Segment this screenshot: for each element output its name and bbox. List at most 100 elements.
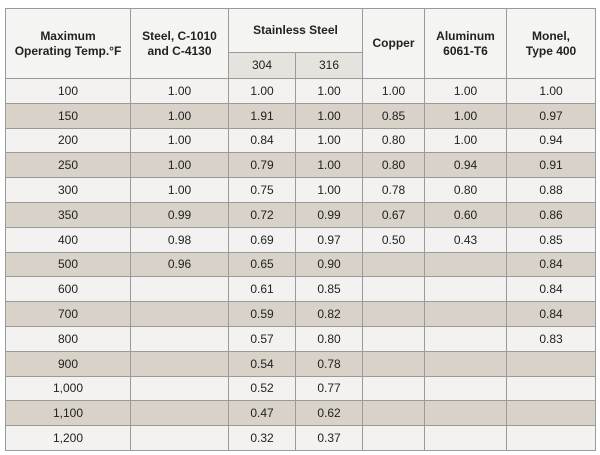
value-cell: 1.00 (424, 78, 507, 104)
table-row: 600 0.61 0.85 0.84 (5, 276, 596, 303)
value-cell: 0.37 (295, 425, 363, 451)
value-cell (424, 301, 507, 327)
table-row: 900 0.54 0.78 (5, 350, 596, 377)
value-cell: 0.54 (228, 350, 296, 377)
value-cell: 1.00 (228, 78, 296, 104)
column-header: Copper (362, 8, 425, 79)
value-cell: 0.78 (295, 350, 363, 377)
value-cell (362, 251, 425, 278)
value-cell: 0.98 (130, 226, 229, 253)
temperature-cell: 1,200 (5, 425, 131, 451)
value-cell: 0.88 (506, 177, 596, 203)
value-cell: 0.78 (362, 177, 425, 203)
value-cell: 0.59 (228, 301, 296, 327)
temperature-cell: 350 (5, 201, 131, 228)
value-cell (362, 276, 425, 303)
temperature-cell: 1,000 (5, 375, 131, 402)
sub-header: 316 (295, 52, 363, 79)
value-cell: 0.85 (362, 102, 425, 129)
value-cell (424, 425, 507, 451)
column-header: Aluminum 6061-T6 (424, 8, 507, 79)
column-header: Monel, Type 400 (506, 8, 596, 79)
temperature-cell: 300 (5, 177, 131, 203)
value-cell: 0.96 (130, 251, 229, 278)
value-cell: 1.00 (424, 102, 507, 129)
value-cell: 0.61 (228, 276, 296, 303)
value-cell (362, 325, 425, 352)
temperature-cell: 600 (5, 276, 131, 303)
temperature-cell: 500 (5, 251, 131, 278)
value-cell (130, 301, 229, 327)
value-cell: 0.91 (506, 152, 596, 179)
value-cell: 0.82 (295, 301, 363, 327)
value-cell: 1.00 (130, 78, 229, 104)
value-cell (506, 375, 596, 402)
table-row: 700 0.59 0.82 0.84 (5, 301, 596, 327)
table-row: 1,100 0.47 0.62 (5, 400, 596, 427)
table-row: 200 1.00 0.84 1.00 0.80 1.00 0.94 (5, 127, 596, 154)
value-cell: 0.72 (228, 201, 296, 228)
table-row: 800 0.57 0.80 0.83 (5, 325, 596, 352)
value-cell (362, 350, 425, 377)
subheader-row: 304 316 (6, 52, 596, 79)
temperature-cell: 400 (5, 226, 131, 253)
table-body: 100 1.00 1.00 1.00 1.00 1.00 1.00 150 1.00 1.91 1.… (5, 78, 596, 451)
value-cell (130, 350, 229, 377)
value-cell (424, 400, 507, 427)
column-header: Steel, C-1010 and C-4130 (130, 8, 229, 79)
value-cell: 1.91 (228, 102, 296, 129)
column-header: Maximum Operating Temp.°F (5, 8, 131, 79)
temperature-cell: 100 (5, 78, 131, 104)
table-row: 350 0.99 0.72 0.99 0.67 0.60 0.86 (5, 201, 596, 228)
table-row: 150 1.00 1.91 1.00 0.85 1.00 0.97 (5, 102, 596, 129)
table-row: 400 0.98 0.69 0.97 0.50 0.43 0.85 (5, 226, 596, 253)
value-cell (130, 276, 229, 303)
temperature-cell: 150 (5, 102, 131, 129)
value-cell: 1.00 (295, 78, 363, 104)
value-cell: 1.00 (130, 102, 229, 129)
value-cell (424, 350, 507, 377)
table-row: 250 1.00 0.79 1.00 0.80 0.94 0.91 (5, 152, 596, 179)
value-cell: 0.80 (424, 177, 507, 203)
value-cell: 0.99 (295, 201, 363, 228)
value-cell (424, 251, 507, 278)
value-cell (362, 375, 425, 402)
value-cell (130, 325, 229, 352)
value-cell: 1.00 (424, 127, 507, 154)
value-cell: 0.50 (362, 226, 425, 253)
value-cell: 0.69 (228, 226, 296, 253)
value-cell (130, 375, 229, 402)
value-cell: 1.00 (362, 78, 425, 104)
value-cell: 1.00 (130, 152, 229, 179)
table-row: 1,000 0.52 0.77 (5, 375, 596, 402)
value-cell: 0.80 (295, 325, 363, 352)
value-cell: 0.97 (506, 102, 596, 129)
table-row: 500 0.96 0.65 0.90 0.84 (5, 251, 596, 278)
sub-header: 304 (228, 52, 296, 79)
value-cell: 1.00 (130, 127, 229, 154)
value-cell: 0.90 (295, 251, 363, 278)
value-cell: 0.94 (424, 152, 507, 179)
value-cell (130, 425, 229, 451)
value-cell: 0.84 (506, 276, 596, 303)
temperature-cell: 200 (5, 127, 131, 154)
value-cell: 0.86 (506, 201, 596, 228)
value-cell (362, 301, 425, 327)
value-cell: 1.00 (506, 78, 596, 104)
value-cell: 0.47 (228, 400, 296, 427)
temperature-cell: 700 (5, 301, 131, 327)
value-cell (424, 325, 507, 352)
value-cell: 0.32 (228, 425, 296, 451)
value-cell: 1.00 (130, 177, 229, 203)
temperature-cell: 250 (5, 152, 131, 179)
value-cell: 0.80 (362, 127, 425, 154)
value-cell: 0.85 (295, 276, 363, 303)
value-cell: 0.67 (362, 201, 425, 228)
value-cell (130, 400, 229, 427)
value-cell (424, 375, 507, 402)
value-cell: 1.00 (295, 152, 363, 179)
value-cell: 1.00 (295, 127, 363, 154)
value-cell: 0.84 (506, 251, 596, 278)
table-row: 1,200 0.32 0.37 (5, 425, 596, 451)
temperature-cell: 800 (5, 325, 131, 352)
